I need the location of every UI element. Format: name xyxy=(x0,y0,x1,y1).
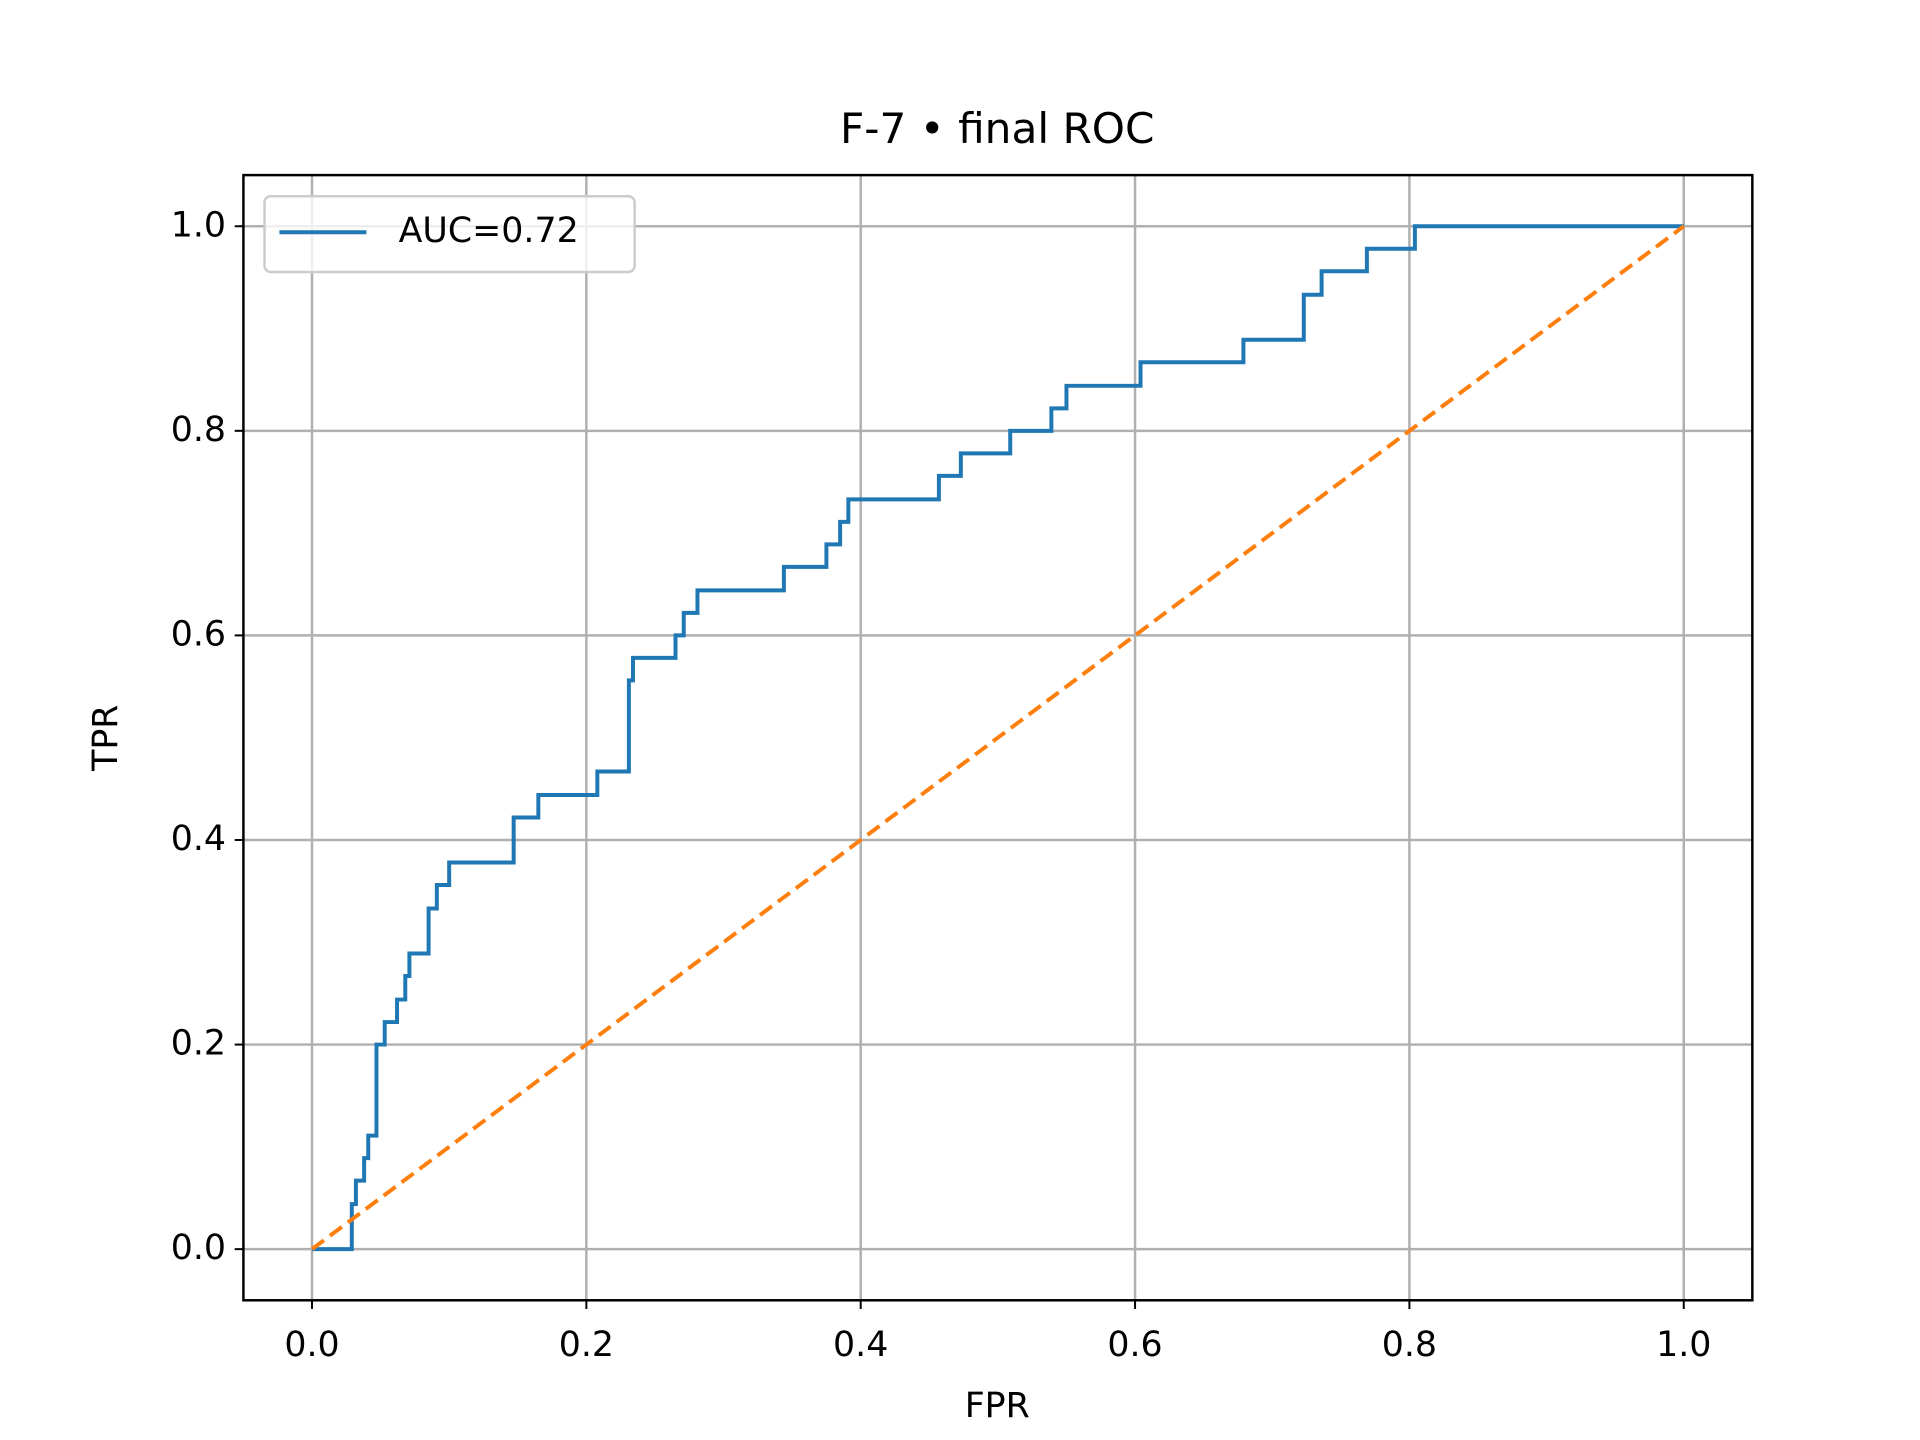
chart-title: F-7 • final ROC xyxy=(840,104,1155,153)
series-line xyxy=(312,224,1684,1252)
plot-frame xyxy=(242,173,1754,1302)
x-tick-label: 0.6 xyxy=(1107,1325,1162,1365)
y-tick-label: 0.2 xyxy=(171,1024,226,1064)
x-tick-label: 0.4 xyxy=(833,1325,888,1365)
legend-label: AUC=0.72 xyxy=(399,211,579,251)
x-tick-label: 0.2 xyxy=(559,1325,614,1365)
y-tick-label: 0.6 xyxy=(171,614,226,654)
y-tick-label: 0.4 xyxy=(171,819,226,859)
y-axis-label: TPR xyxy=(86,705,126,772)
y-tick-label: 0.0 xyxy=(171,1228,226,1268)
x-tick-label: 0.0 xyxy=(284,1325,339,1365)
y-tick-label: 0.8 xyxy=(171,410,226,450)
x-tick-label: 0.8 xyxy=(1382,1325,1437,1365)
series-line xyxy=(310,224,1685,1251)
y-tick-label: 1.0 xyxy=(171,205,226,245)
x-tick-label: 1.0 xyxy=(1656,1325,1711,1365)
legend-box xyxy=(263,194,636,274)
x-axis-label: FPR xyxy=(965,1386,1030,1426)
legend: AUC=0.72 xyxy=(263,194,636,274)
